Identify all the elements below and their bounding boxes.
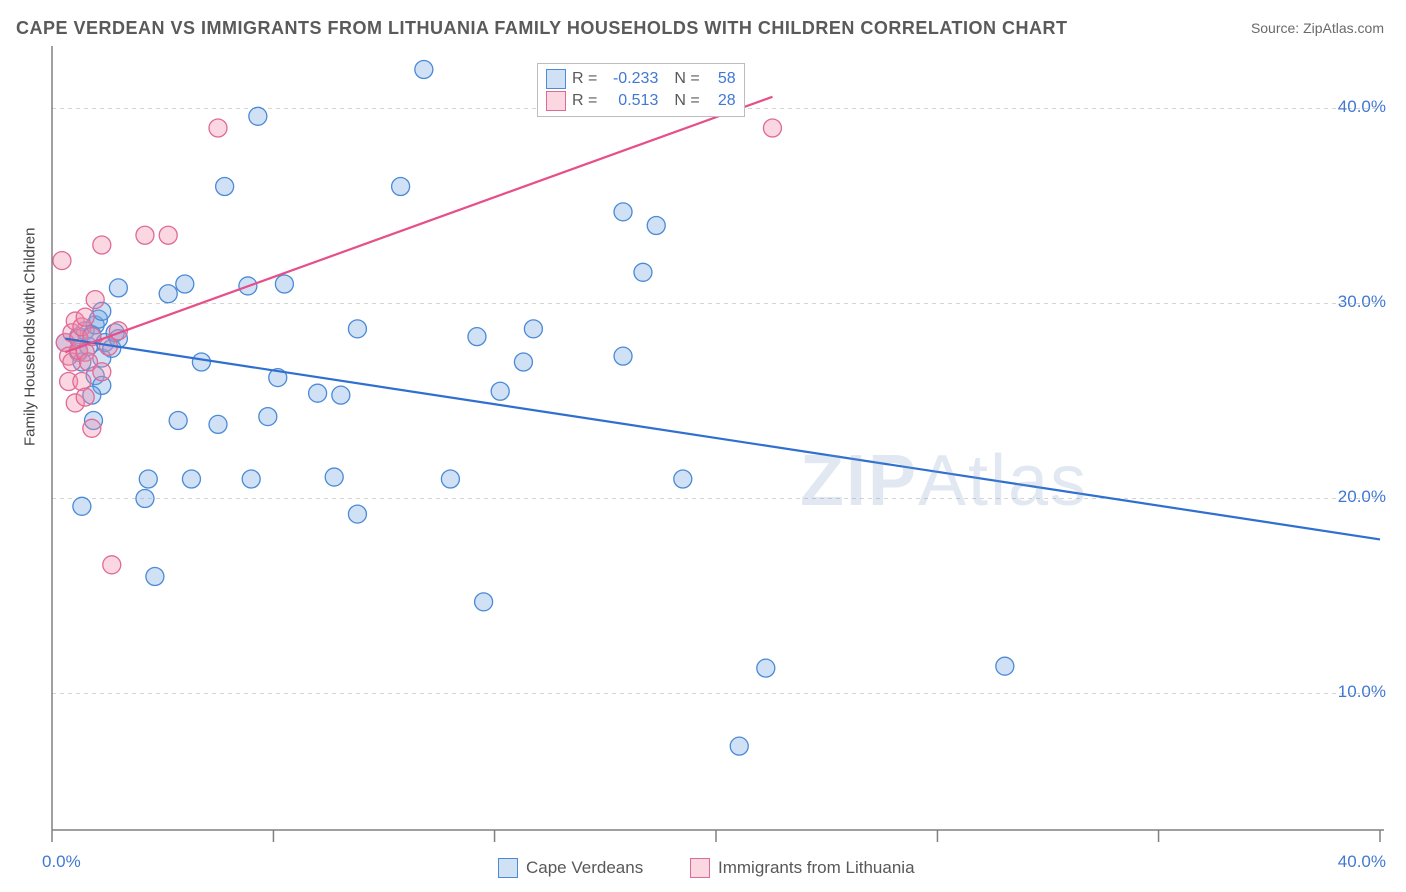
legend-label: Cape Verdeans [526,858,643,878]
n-value: 28 [706,90,736,112]
r-label: R = [572,90,597,112]
y-tick-label: 40.0% [1338,97,1386,117]
n-label: N = [674,90,699,112]
legend-swatch [546,69,566,89]
scatter-chart [0,0,1406,892]
legend-swatch [498,858,518,878]
legend-item: Immigrants from Lithuania [690,858,915,878]
x-tick-label: 40.0% [1338,852,1386,872]
y-tick-label: 10.0% [1338,682,1386,702]
r-value: 0.513 [603,90,658,112]
n-value: 58 [706,68,736,90]
x-tick-label: 0.0% [42,852,81,872]
correlation-legend: R = -0.233 N = 58 R = 0.513 N = 28 [537,63,745,117]
y-tick-label: 30.0% [1338,292,1386,312]
legend-swatch [690,858,710,878]
legend-swatch [546,91,566,111]
legend-item: Cape Verdeans [498,858,643,878]
legend-label: Immigrants from Lithuania [718,858,915,878]
legend-row: R = -0.233 N = 58 [546,68,736,90]
y-tick-label: 20.0% [1338,487,1386,507]
n-label: N = [674,68,699,90]
r-value: -0.233 [603,68,658,90]
r-label: R = [572,68,597,90]
legend-row: R = 0.513 N = 28 [546,90,736,112]
